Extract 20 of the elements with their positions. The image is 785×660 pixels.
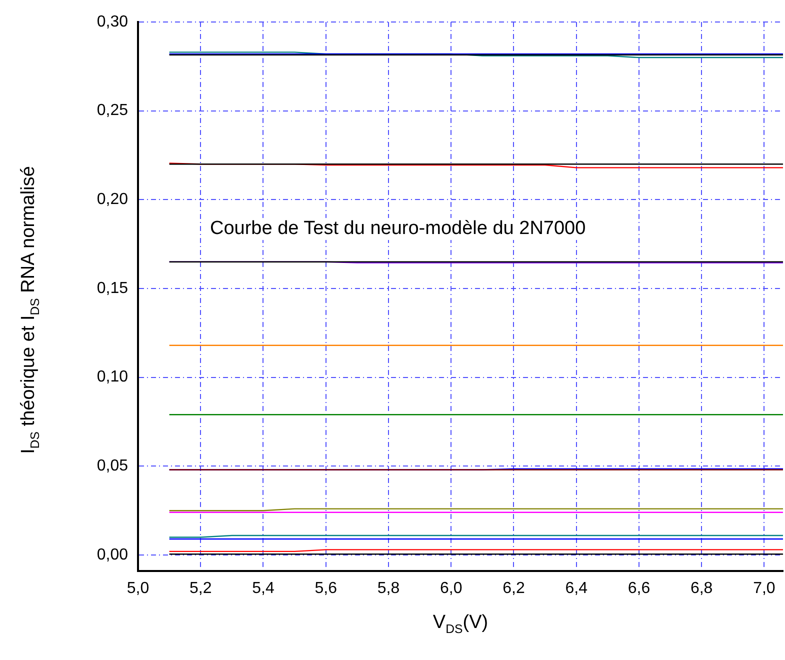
y-tick-label: 0,10	[96, 368, 128, 386]
y-tick-label: 0,20	[96, 191, 128, 208]
x-tick-label: 6,4	[565, 580, 588, 598]
y-tick-label: 0,05	[96, 458, 128, 475]
x-tick-label: 5,4	[252, 580, 274, 598]
x-tick-label: 5,6	[314, 580, 338, 598]
y-tick-label: 0,30	[96, 13, 128, 30]
x-tick-label: 6,2	[502, 580, 525, 598]
x-tick-label: 5,0	[126, 580, 150, 598]
x-tick-label: 5,2	[189, 580, 212, 598]
x-tick-label: 7,0	[753, 580, 776, 598]
x-axis-title: V$_{DS}$(V)	[432, 612, 490, 636]
y-tick-label: 0,25	[96, 102, 128, 120]
x-tick-label: 6,0	[440, 580, 462, 598]
x-tick-label: 6,8	[690, 580, 713, 598]
y-tick-label: 0,15	[96, 280, 128, 297]
y-tick-label: 0,00	[96, 546, 128, 564]
annotation: Courbe de Test du neuro-modèle du 2N7000	[208, 218, 588, 240]
x-tick-label: 6,6	[628, 580, 650, 598]
x-tick-label: 5,8	[377, 580, 400, 598]
